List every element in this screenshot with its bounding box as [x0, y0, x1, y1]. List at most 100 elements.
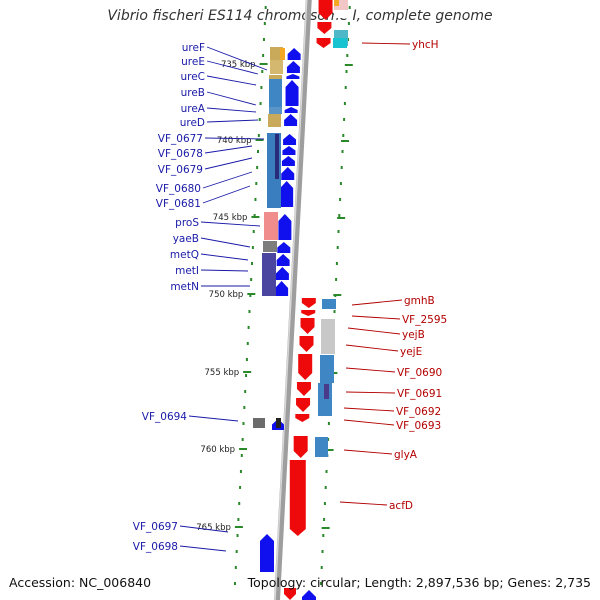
forward-gene-arrow	[280, 181, 294, 207]
forward-leader-line	[200, 269, 249, 272]
forward-leader-line	[206, 46, 268, 71]
left-tick-rail	[262, 54, 265, 57]
annotation-box	[262, 253, 276, 296]
annotation-box	[321, 319, 335, 354]
left-tick-rail	[251, 262, 254, 265]
left-tick-rail	[251, 246, 254, 249]
reverse-gene-arrow	[284, 588, 296, 600]
left-tick-rail	[255, 182, 258, 185]
forward-gene-label: VF_0678	[158, 148, 203, 160]
left-tick-rail	[262, 38, 265, 41]
forward-gene-label: VF_0681	[156, 198, 201, 210]
annotation-box	[269, 79, 282, 107]
forward-gene-label: ureF	[182, 42, 205, 54]
forward-leader-line	[206, 75, 257, 86]
left-tick-rail	[258, 118, 261, 121]
forward-gene-arrow	[287, 48, 301, 60]
forward-gene-label: ureD	[180, 117, 205, 129]
left-tick-rail	[247, 326, 250, 329]
left-tick-rail	[233, 582, 236, 585]
scale-tick-label: 755 kbp	[205, 368, 240, 378]
right-tick-rail	[325, 470, 328, 473]
left-tick-rail	[234, 566, 237, 569]
reverse-gene-arrow	[295, 414, 310, 422]
reverse-gene-arrow	[300, 318, 315, 334]
reverse-leader-line	[361, 42, 411, 45]
forward-leader-line	[179, 525, 229, 533]
right-tick-rail	[319, 582, 322, 585]
reverse-leader-line	[343, 407, 395, 412]
right-tick-rail	[343, 102, 346, 105]
backbone-line	[274, 0, 312, 600]
forward-gene-label: metN	[170, 281, 199, 293]
reverse-gene-arrow	[296, 382, 311, 396]
forward-leader-line	[200, 221, 261, 227]
reverse-leader-line	[345, 391, 396, 394]
forward-gene-label: VF_0698	[133, 541, 178, 553]
reverse-gene-label: yejB	[402, 329, 425, 341]
annotation-box	[270, 60, 283, 74]
left-tick-rail	[249, 294, 252, 297]
scale-tick-label: 745 kbp	[213, 213, 248, 223]
forward-gene-arrow	[282, 146, 296, 155]
reverse-gene-label: gmhB	[404, 295, 435, 307]
right-tick-rail	[342, 134, 345, 137]
forward-leader-line	[202, 171, 253, 189]
annotation-box	[269, 107, 282, 114]
right-tick-rail	[346, 54, 349, 57]
annotation-box	[269, 75, 282, 79]
reverse-gene-arrow	[316, 38, 331, 48]
reverse-gene-arrow	[318, 0, 333, 20]
reverse-leader-line	[339, 501, 388, 506]
forward-gene-label: metQ	[170, 249, 199, 261]
reverse-gene-arrow	[301, 310, 316, 316]
right-tick-rail	[338, 214, 341, 217]
reverse-gene-label: VF_2595	[402, 314, 447, 326]
left-tick-rail	[237, 518, 240, 521]
reverse-leader-line	[343, 449, 393, 455]
forward-leader-line	[200, 253, 249, 261]
reverse-gene-label: VF_0691	[397, 388, 442, 400]
forward-gene-label: VF_0677	[158, 133, 203, 145]
forward-gene-arrow	[284, 107, 298, 113]
forward-gene-arrow	[281, 167, 295, 180]
right-tick-rail	[322, 534, 325, 537]
right-tick-rail	[341, 150, 344, 153]
forward-gene-label: ureB	[181, 87, 205, 99]
forward-gene-label: VF_0679	[158, 164, 203, 176]
left-tick-rail	[264, 6, 267, 9]
reverse-leader-line	[343, 419, 395, 426]
right-tick-rail	[320, 566, 323, 569]
forward-leader-line	[202, 185, 251, 204]
right-tick-rail	[333, 310, 336, 313]
forward-gene-label: ureE	[181, 56, 205, 68]
left-tick-rail	[245, 358, 248, 361]
forward-leader-line	[179, 545, 227, 552]
left-tick-rail	[245, 374, 248, 377]
forward-gene-arrow	[278, 214, 292, 240]
forward-gene-label: ureA	[181, 103, 206, 115]
left-tick-rail	[263, 22, 266, 25]
left-tick-rail	[260, 86, 263, 89]
forward-gene-arrow	[275, 267, 289, 280]
annotation-box	[253, 418, 265, 428]
reverse-gene-label: glyA	[394, 449, 418, 461]
annotation-box	[322, 299, 336, 309]
reverse-leader-line	[351, 315, 401, 320]
scale-tick-label: 735 kbp	[221, 60, 256, 70]
reverse-gene-label: yejE	[400, 346, 422, 358]
forward-gene-arrow	[286, 61, 300, 73]
left-tick-rail	[257, 150, 259, 153]
left-tick-rail	[257, 134, 260, 137]
forward-leader-line	[206, 107, 257, 113]
right-tick-rail	[324, 486, 327, 489]
left-tick-rail	[239, 470, 242, 473]
forward-gene-arrow	[284, 114, 298, 126]
right-tick-rail	[335, 278, 338, 281]
annotation-box	[264, 212, 278, 240]
forward-leader-line	[188, 415, 239, 422]
left-tick-rail	[243, 406, 246, 409]
right-tick-rail	[323, 518, 326, 521]
annotation-box	[315, 437, 328, 457]
annotation-box	[276, 418, 281, 428]
